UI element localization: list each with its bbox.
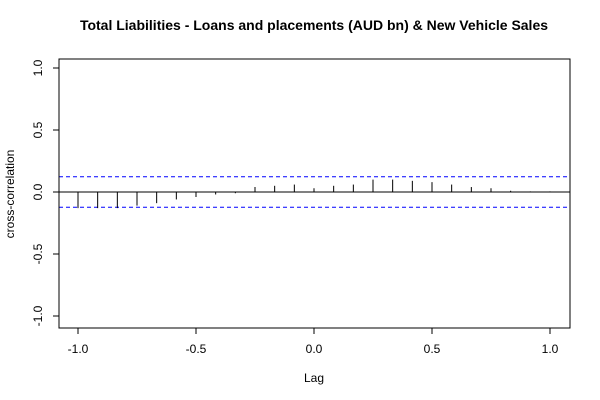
x-tick-label: 1.0 [542, 342, 559, 356]
x-tick-label: 0.5 [424, 342, 441, 356]
x-tick-label: -1.0 [68, 342, 89, 356]
x-tick-label: -0.5 [186, 342, 207, 356]
chart-title: Total Liabilities - Loans and placements… [80, 17, 548, 33]
y-tick-label: 0.0 [31, 183, 45, 200]
y-tick-label: 1.0 [31, 59, 45, 76]
x-tick-label: 0.0 [306, 342, 323, 356]
y-axis-label: cross-correlation [3, 150, 17, 239]
y-tick-label: -0.5 [31, 243, 45, 264]
y-tick-label: 0.5 [31, 121, 45, 138]
plot-frame [58, 58, 571, 329]
y-tick-label: -1.0 [31, 305, 45, 326]
x-axis-label: Lag [304, 371, 324, 385]
